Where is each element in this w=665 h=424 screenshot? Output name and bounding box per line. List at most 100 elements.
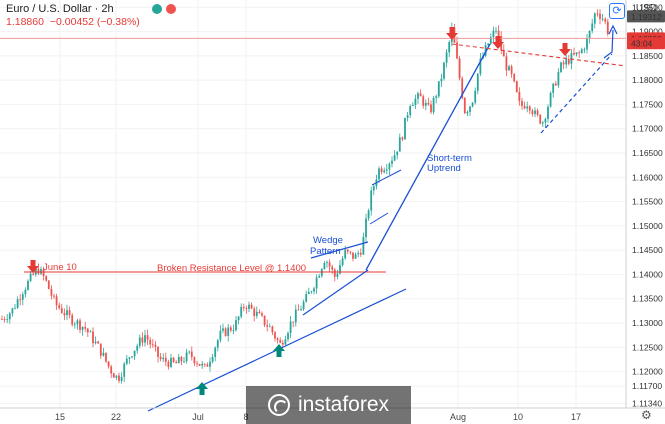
candle-body: [419, 93, 422, 97]
down-arrow-icon: [492, 36, 504, 49]
candle-body: [154, 344, 157, 347]
watermark-text: instaforex: [297, 393, 390, 416]
candle-body: [448, 42, 451, 53]
down-arrow-icon: [27, 260, 39, 273]
candle-body: [170, 357, 172, 367]
candle-body: [333, 269, 336, 277]
candle-body: [391, 160, 393, 164]
y-tick-label: 1.16000: [632, 172, 663, 182]
candle-body: [489, 37, 492, 44]
candle-body: [183, 361, 185, 363]
candle-body: [227, 327, 230, 336]
watermark: instaforex: [246, 386, 411, 424]
indicator-dot-icon[interactable]: [166, 4, 176, 14]
candle-body: [495, 30, 497, 32]
candle-body: [518, 91, 521, 101]
candle-body: [6, 319, 9, 321]
candle-body: [544, 118, 547, 123]
candle-body: [474, 90, 477, 103]
candle-body: [479, 58, 482, 74]
candle-body: [326, 262, 328, 264]
candle-body: [336, 273, 339, 277]
refresh-icon[interactable]: ⟳: [609, 3, 625, 19]
candle-body: [125, 358, 128, 364]
candle-body: [112, 373, 115, 378]
y-tick-label: 1.15500: [632, 197, 663, 207]
price-tag-label: 1.19312: [631, 12, 662, 22]
candle-body: [42, 269, 45, 277]
candle-body: [216, 340, 219, 348]
candle-body: [552, 83, 555, 93]
candle-body: [193, 357, 196, 364]
candle-body: [471, 102, 474, 107]
candle-body: [526, 106, 529, 109]
candle-body: [297, 309, 300, 311]
candle-body: [513, 73, 516, 82]
candle-body: [523, 105, 526, 109]
candle-body: [432, 98, 435, 113]
candle-body: [136, 345, 139, 351]
chart-annotation: June 10: [43, 262, 77, 273]
candle-body: [40, 269, 42, 274]
candle-body: [144, 335, 146, 343]
candle-body: [201, 363, 204, 366]
candle-body: [510, 66, 513, 74]
candle-body: [128, 357, 131, 359]
candle-body: [86, 328, 89, 333]
candle-body: [300, 309, 302, 311]
candle-body: [593, 13, 596, 24]
candle-body: [248, 304, 250, 309]
down-arrow-icon: [446, 27, 458, 40]
up-arrow-icon: [196, 382, 208, 395]
candle-body: [583, 49, 586, 51]
candle-body: [167, 361, 170, 367]
status-dot-icon: [152, 4, 162, 14]
candle-body: [385, 169, 388, 171]
candle-body: [422, 96, 425, 106]
candle-body: [562, 62, 565, 65]
candle-body: [84, 326, 87, 329]
candle-body: [502, 49, 505, 57]
candle-body: [580, 49, 583, 53]
candle-body: [14, 307, 16, 309]
last-price: 1.18860: [6, 16, 44, 28]
candle-body: [588, 30, 591, 39]
candle-body: [19, 299, 22, 301]
candle-body: [328, 262, 331, 267]
candle-body: [146, 335, 149, 340]
candle-body: [21, 294, 24, 300]
chart-title: Euro / U.S. Dollar · 2h: [6, 3, 114, 15]
candle-body: [604, 18, 607, 22]
y-tick-label: 1.18500: [632, 51, 663, 61]
wedge-lower-line: [302, 269, 369, 316]
price-tag: [627, 10, 665, 23]
candle-body: [263, 315, 266, 326]
candle-body: [16, 299, 19, 308]
candle-body: [219, 330, 222, 341]
candle-body: [294, 309, 297, 323]
candle-body: [456, 42, 458, 59]
candle-body: [274, 332, 276, 339]
x-tick-label: 17: [571, 412, 581, 422]
candle-body: [406, 115, 409, 118]
candle-body: [211, 356, 214, 362]
chart-annotation: Pattern: [310, 246, 341, 257]
gear-icon[interactable]: ⚙: [641, 408, 652, 422]
chart-annotation: Uptrend: [427, 163, 461, 174]
candle-body: [359, 253, 362, 255]
candle-body: [209, 361, 211, 367]
candle-body: [120, 376, 123, 382]
y-axis-panel: [626, 0, 665, 424]
candle-body: [55, 296, 58, 306]
y-tick-label: 1.14000: [632, 269, 663, 279]
candle-body: [487, 43, 490, 46]
candle-body: [180, 356, 183, 362]
candle-body: [206, 364, 209, 367]
candle-body: [409, 105, 412, 116]
candle-body: [305, 294, 308, 302]
candle-body: [505, 56, 508, 71]
candle-body: [445, 52, 448, 63]
candle-body: [1, 318, 3, 320]
wedge-upper-line: [310, 241, 369, 259]
